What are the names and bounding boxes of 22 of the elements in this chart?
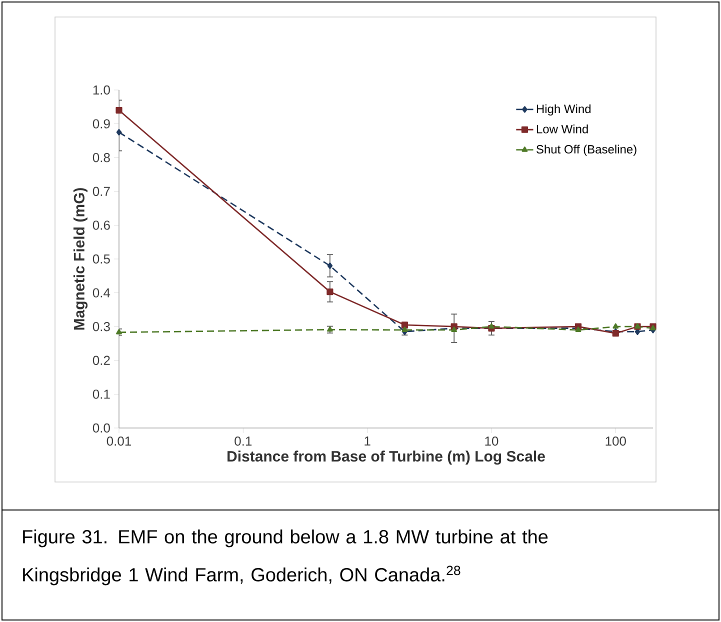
y-tick-label: 0.2 (92, 356, 110, 365)
y-tick-label: 0.3 (92, 322, 110, 332)
y-tick-label: 0.9 (92, 119, 110, 128)
x-tick-label: 100 (606, 436, 626, 446)
legend-label: Shut Off (Baseline) (536, 144, 636, 156)
x-tick-label: 0.1 (234, 436, 252, 446)
y-tick-label: 0.0 (92, 423, 110, 433)
y-tick-label: 0.1 (92, 390, 110, 399)
x-tick-label: 0.01 (106, 436, 132, 446)
x-tick-label: 1 (364, 436, 370, 446)
caption: Figure 31. EMF on the ground below a 1.8 MW turbine at the Kingsbridge 1 Wind Farm, Goderich, ON Canada.$^{28}$ (23, 530, 548, 586)
y-tick-label: 0.6 (92, 220, 110, 230)
y-tick-label: 0.4 (92, 288, 110, 298)
y-tick-label: 0.5 (92, 254, 110, 264)
y-tick-label: 0.7 (92, 186, 110, 196)
y-tick-label: 0.8 (92, 152, 110, 162)
legend-label: Low Wind (536, 124, 588, 134)
x-axis-title: Distance from Base of Turbine (m) Log Scale (228, 450, 545, 465)
x-tick-label: 10 (485, 436, 498, 446)
y-axis-title: Magnetic Field (mG) (73, 188, 88, 330)
y-tick-label: 1.0 (93, 85, 110, 95)
legend-label: High Wind (536, 104, 591, 116)
